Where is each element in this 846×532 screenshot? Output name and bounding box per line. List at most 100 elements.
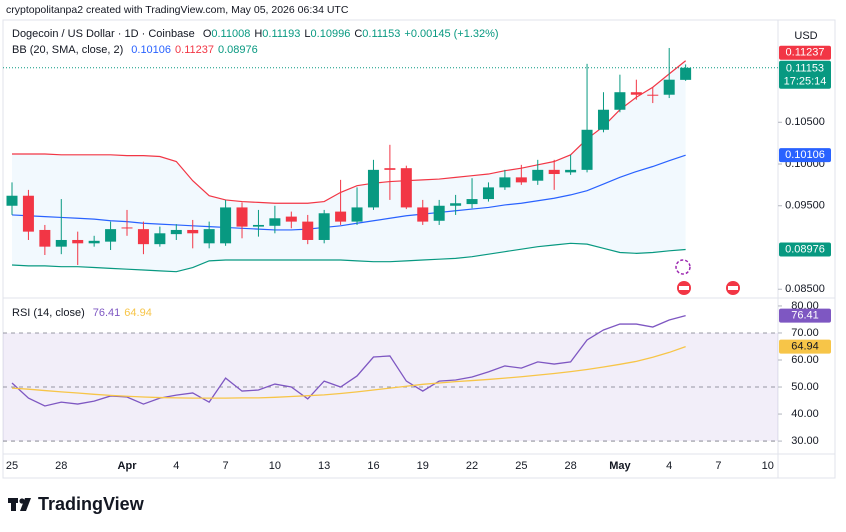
y-tick-label: 70.00 [791, 327, 819, 339]
price-tag-label: 76.41 [791, 310, 819, 322]
ohlc-value: 0.11008 [211, 28, 250, 40]
candle-body [581, 129, 593, 170]
candle-body [630, 92, 642, 95]
rsi-line [11, 346, 686, 399]
footer [0, 479, 846, 532]
candle-body [597, 109, 609, 130]
y-tick-label: 30.00 [791, 435, 819, 447]
candle-body [548, 169, 560, 175]
price-tag-label: 0.11237 [786, 47, 825, 59]
candle-body [335, 211, 347, 222]
symbol-legend: Dogecoin / US Dollar · 1D · Coinbase O0.1… [12, 28, 499, 40]
x-tick-label: 25 [515, 460, 527, 472]
candle-body [105, 229, 117, 242]
y-tick-label: 0.09500 [785, 200, 825, 212]
event-flag-inner [728, 286, 738, 290]
candle-body [6, 195, 18, 206]
x-tick-label: 10 [269, 460, 281, 472]
x-tick-label: 19 [417, 460, 429, 472]
candle-body [515, 177, 527, 183]
x-tick-label: 25 [6, 460, 18, 472]
bb-value: 0.08976 [218, 44, 258, 56]
x-tick-label: 7 [715, 460, 721, 472]
candle-body [72, 239, 84, 244]
candle-body [532, 169, 544, 181]
ohlc-value: 0.11153 [362, 28, 400, 40]
x-tick-label: 7 [223, 460, 229, 472]
x-tick-label: May [609, 460, 631, 472]
price-tag-label: 64.94 [791, 341, 819, 353]
price-tag-label: 0.08976 [785, 243, 825, 255]
candle-body [252, 224, 264, 227]
candle-body [367, 169, 379, 208]
countdown: 17:25:14 [784, 76, 827, 88]
x-tick-label: 13 [318, 460, 330, 472]
ohlc-key: O [203, 28, 212, 40]
candle-body [663, 79, 675, 95]
ohlc-key: H [254, 28, 262, 40]
events [675, 259, 740, 295]
price-tag [779, 308, 831, 323]
bb-line [11, 242, 686, 273]
rsi-line [11, 315, 686, 407]
chart-frame [2, 19, 836, 479]
candle-body [88, 240, 100, 244]
candle-body [302, 221, 314, 240]
candle-body [55, 239, 67, 247]
credit-line: cryptopolitanpa2 created with TradingVie… [6, 4, 349, 16]
x-tick-label: 4 [666, 460, 672, 472]
bb-value: 0.11237 [175, 44, 214, 56]
candle-body [400, 168, 412, 208]
y-tick-label: 40.00 [791, 408, 819, 420]
ohlc-key: L [304, 28, 310, 40]
logo-dot [19, 498, 25, 504]
price-tag [779, 45, 831, 60]
x-tick-label: 22 [466, 460, 478, 472]
price-tag [779, 242, 831, 257]
bb-line [12, 60, 687, 204]
candle-body [22, 195, 34, 232]
price-tag [779, 339, 831, 354]
bb-legend: BB (20, SMA, close, 2) 0.10106 0.11237 0.08… [12, 44, 258, 56]
event-flag-inner [679, 286, 689, 290]
rsi-value: 64.94 [124, 307, 152, 319]
bb-title: BB (20, SMA, close, 2) [12, 44, 123, 56]
rsi-value: 76.41 [93, 307, 121, 319]
candle-body [137, 229, 149, 245]
candle-body [269, 218, 281, 226]
price-tag-label: 0.10106 [785, 149, 825, 161]
logo-stem [11, 498, 16, 511]
y-tick-label: 50.00 [791, 381, 819, 393]
x-tick-label: 4 [173, 460, 179, 472]
candle-body [647, 94, 659, 96]
candle-body [680, 67, 692, 80]
candle-body [121, 227, 133, 229]
candle-body [384, 168, 396, 170]
candle-body [417, 207, 429, 222]
price-tag [779, 148, 831, 163]
x-tick-label: Apr [118, 460, 138, 472]
candle-body [154, 233, 166, 245]
ohlc-key: C [354, 28, 362, 40]
candle-body [39, 229, 51, 247]
candle-body [187, 229, 199, 234]
y-tick-label: 0.10500 [785, 116, 825, 128]
event-icon[interactable] [675, 259, 691, 275]
x-tick-label: 28 [55, 460, 67, 472]
candle-body [614, 92, 626, 110]
rsi-legend: RSI (14, close) 76.41 64.94 [12, 307, 152, 319]
band-fill [12, 60, 686, 272]
currency-label: USD [794, 30, 817, 42]
y-tick-label: 60.00 [791, 354, 819, 366]
brand-name: TradingView [38, 494, 145, 514]
price-tag-label: 0.11153 [786, 63, 824, 75]
logo-slash [20, 498, 31, 511]
price-tag [779, 60, 831, 89]
candle-body [170, 229, 182, 235]
candle-body [220, 207, 232, 244]
candle-body [450, 203, 462, 206]
brand-logo [8, 498, 31, 511]
ohlc-value: 0.10996 [311, 28, 351, 40]
change-value: +0.00145 (+1.32%) [404, 28, 498, 40]
